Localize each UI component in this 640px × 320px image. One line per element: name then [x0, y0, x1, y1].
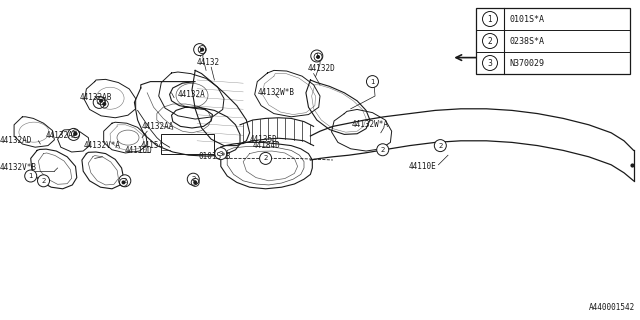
- Circle shape: [377, 144, 388, 156]
- Text: 44132W*A: 44132W*A: [352, 120, 389, 129]
- Text: 1: 1: [197, 47, 202, 52]
- Circle shape: [260, 152, 271, 164]
- Circle shape: [435, 140, 446, 152]
- Text: 3: 3: [488, 59, 492, 68]
- Text: 0101S*A: 0101S*A: [509, 14, 544, 23]
- Text: 44132AA: 44132AA: [142, 122, 175, 131]
- Circle shape: [38, 175, 49, 187]
- Circle shape: [194, 44, 205, 56]
- FancyBboxPatch shape: [476, 8, 630, 74]
- Circle shape: [68, 128, 79, 140]
- Text: 44132V*A: 44132V*A: [83, 141, 120, 150]
- Text: 2: 2: [488, 36, 492, 45]
- Text: 1: 1: [71, 132, 76, 137]
- Circle shape: [25, 170, 36, 182]
- Text: 2: 2: [381, 147, 385, 153]
- Text: 44154: 44154: [141, 141, 164, 150]
- Text: N370029: N370029: [509, 59, 544, 68]
- Text: 1: 1: [488, 14, 492, 23]
- Text: 44110E: 44110E: [408, 162, 436, 171]
- Text: 44135D: 44135D: [250, 135, 277, 144]
- Circle shape: [200, 48, 204, 52]
- Text: 44110D: 44110D: [125, 146, 152, 155]
- Circle shape: [122, 180, 125, 184]
- Text: 2: 2: [264, 156, 268, 161]
- Circle shape: [119, 175, 131, 187]
- Circle shape: [93, 96, 105, 108]
- Text: 44132D: 44132D: [307, 64, 335, 73]
- Text: 1: 1: [314, 53, 319, 59]
- Circle shape: [483, 55, 497, 70]
- Circle shape: [483, 34, 497, 49]
- Circle shape: [215, 148, 227, 160]
- Text: 2: 2: [42, 178, 45, 184]
- Circle shape: [188, 173, 199, 185]
- Circle shape: [316, 55, 320, 59]
- Text: 44132AC: 44132AC: [46, 132, 79, 140]
- Text: 2: 2: [191, 176, 195, 182]
- Text: 2: 2: [97, 100, 101, 105]
- Circle shape: [193, 180, 197, 184]
- Text: 2: 2: [123, 178, 127, 184]
- Text: 3: 3: [218, 151, 223, 156]
- Circle shape: [311, 50, 323, 62]
- Circle shape: [483, 12, 497, 27]
- Text: A440001542: A440001542: [589, 303, 635, 312]
- Text: 1: 1: [370, 79, 375, 84]
- Text: 0238S*A: 0238S*A: [509, 36, 544, 45]
- Text: 44132A: 44132A: [178, 90, 205, 99]
- Text: 44132V*B: 44132V*B: [0, 164, 37, 172]
- Text: 44132AB: 44132AB: [80, 93, 113, 102]
- Text: 0101S*B: 0101S*B: [198, 152, 231, 161]
- Circle shape: [99, 99, 103, 103]
- Text: 2: 2: [438, 143, 442, 148]
- Circle shape: [102, 102, 106, 106]
- Text: 44132AD: 44132AD: [0, 136, 33, 145]
- Circle shape: [367, 76, 378, 88]
- Text: 44132: 44132: [197, 58, 220, 67]
- Text: 44184D: 44184D: [253, 141, 280, 150]
- Text: 1: 1: [28, 173, 33, 179]
- Text: FRONT: FRONT: [490, 53, 521, 62]
- Circle shape: [74, 132, 77, 136]
- Text: 44132W*B: 44132W*B: [257, 88, 294, 97]
